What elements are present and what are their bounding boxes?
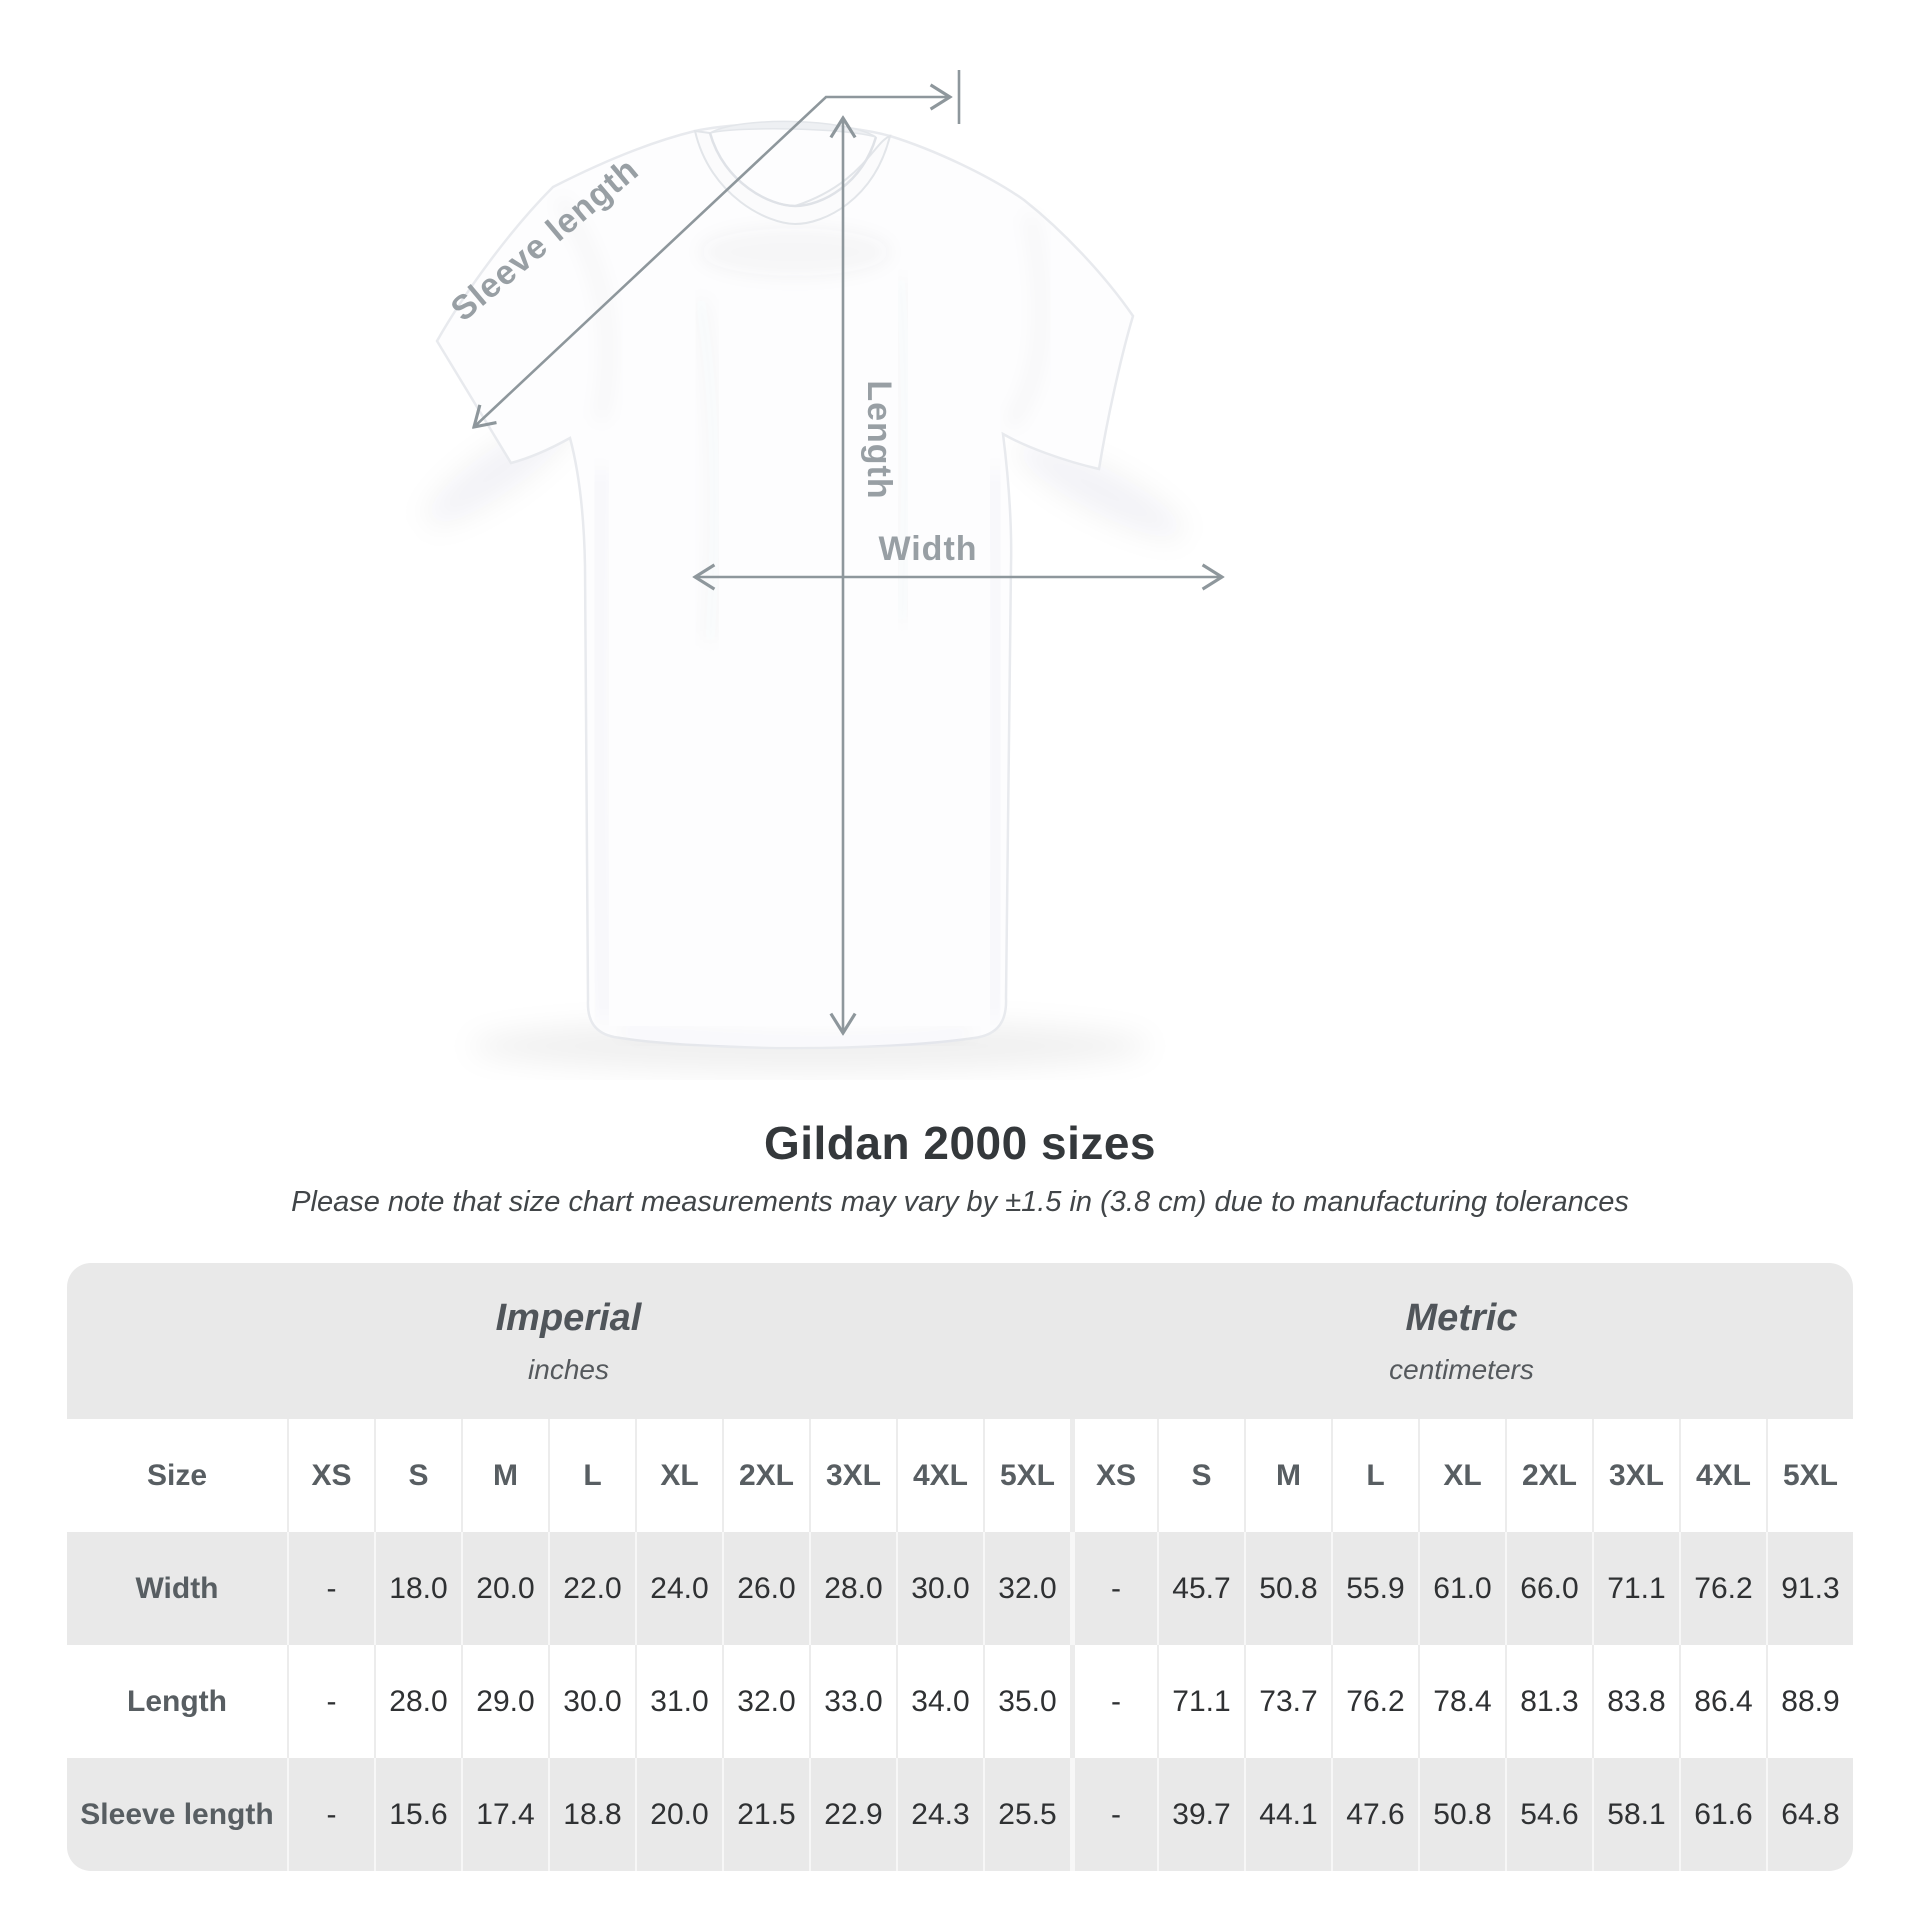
metric-size-header-4xl: 4XL	[1679, 1419, 1766, 1532]
imperial-value-cell: 24.3	[896, 1758, 983, 1871]
imperial-value-cell: 35.0	[983, 1645, 1070, 1758]
metric-value-cell: 73.7	[1244, 1645, 1331, 1758]
imperial-size-header-4xl: 4XL	[896, 1419, 983, 1532]
imperial-value-cell: 15.6	[374, 1758, 461, 1871]
imperial-size-header-m: M	[461, 1419, 548, 1532]
measurement-row-length: Length -28.0 29.0 30.0 31.0 32.0 33.0 34.0 35.0-…	[67, 1645, 1853, 1758]
metric-value-cell: 88.9	[1766, 1645, 1853, 1758]
unit-header-band: Imperial inches Metric centimeters	[67, 1263, 1853, 1419]
imperial-size-header-2xl: 2XL	[722, 1419, 809, 1532]
imperial-value-cell: 30.0	[548, 1645, 635, 1758]
imperial-value-cell: 32.0	[983, 1532, 1070, 1645]
row-label: Width	[135, 1571, 219, 1605]
page-title: Gildan 2000 sizes	[763, 1117, 1157, 1169]
page-subtitle: Please note that size chart measurements…	[291, 1186, 1629, 1218]
metric-value-cell: 55.9	[1331, 1532, 1418, 1645]
imperial-size-header-l: L	[548, 1419, 635, 1532]
metric-size-header-3xl: 3XL	[1592, 1419, 1679, 1532]
imperial-value-cell: 32.0	[722, 1645, 809, 1758]
metric-size-header-2xl: 2XL	[1505, 1419, 1592, 1532]
imperial-value-cell: 17.4	[461, 1758, 548, 1871]
imperial-value-cell: 18.8	[548, 1758, 635, 1871]
metric-value-cell: 58.1	[1592, 1758, 1679, 1871]
metric-value-cell: 61.6	[1679, 1758, 1766, 1871]
metric-value-cell: 50.8	[1418, 1758, 1505, 1871]
metric-size-header-5xl: 5XL	[1766, 1419, 1853, 1532]
imperial-size-header-5xl: 5XL	[983, 1419, 1070, 1532]
imperial-size-header-xl: XL	[635, 1419, 722, 1532]
imperial-value-cell: 29.0	[461, 1645, 548, 1758]
imperial-value-cell: 26.0	[722, 1532, 809, 1645]
metric-value-cell: 61.0	[1418, 1532, 1505, 1645]
metric-value-cell: 66.0	[1505, 1532, 1592, 1645]
metric-value-cell: -	[1070, 1645, 1157, 1758]
imperial-value-cell: 24.0	[635, 1532, 722, 1645]
metric-value-cell: 76.2	[1331, 1645, 1418, 1758]
metric-value-cell: 47.6	[1331, 1758, 1418, 1871]
metric-size-header-m: M	[1244, 1419, 1331, 1532]
imperial-value-cell: 33.0	[809, 1645, 896, 1758]
metric-value-cell: 91.3	[1766, 1532, 1853, 1645]
row-label: Length	[127, 1684, 227, 1718]
imperial-value-cell: 22.9	[809, 1758, 896, 1871]
imperial-size-header-3xl: 3XL	[809, 1419, 896, 1532]
imperial-value-cell: 21.5	[722, 1758, 809, 1871]
width-label: Width	[878, 530, 977, 568]
metric-unit: centimeters	[1389, 1353, 1534, 1385]
metric-value-cell: 44.1	[1244, 1758, 1331, 1871]
metric-value-cell: 78.4	[1418, 1645, 1505, 1758]
sleeve-length-arrow	[474, 97, 950, 427]
metric-value-cell: 86.4	[1679, 1645, 1766, 1758]
imperial-size-header-s: S	[374, 1419, 461, 1532]
imperial-value-cell: -	[287, 1645, 374, 1758]
imperial-value-cell: 22.0	[548, 1532, 635, 1645]
size-chart-table: Imperial inches Metric centimeters Size X…	[67, 1263, 1853, 1871]
metric-value-cell: 50.8	[1244, 1532, 1331, 1645]
imperial-size-header-xs: XS	[287, 1419, 374, 1532]
imperial-value-cell: 18.0	[374, 1532, 461, 1645]
imperial-unit: inches	[528, 1353, 609, 1385]
tshirt-illustration: Sleeve length Length Width	[425, 70, 1920, 1072]
metric-size-header-s: S	[1157, 1419, 1244, 1532]
metric-value-cell: 64.8	[1766, 1758, 1853, 1871]
metric-value-cell: 83.8	[1592, 1645, 1679, 1758]
metric-value-cell: 39.7	[1157, 1758, 1244, 1871]
metric-size-header-xs: XS	[1070, 1419, 1157, 1532]
metric-value-cell: 45.7	[1157, 1532, 1244, 1645]
imperial-value-cell: 28.0	[374, 1645, 461, 1758]
length-label: Length	[860, 380, 898, 499]
imperial-title: Imperial	[495, 1296, 642, 1339]
imperial-value-cell: -	[287, 1758, 374, 1871]
imperial-value-cell: 30.0	[896, 1532, 983, 1645]
imperial-value-cell: 28.0	[809, 1532, 896, 1645]
metric-size-header-xl: XL	[1418, 1419, 1505, 1532]
metric-value-cell: 54.6	[1505, 1758, 1592, 1871]
measurement-annotations	[474, 70, 1222, 1033]
row-label: Sleeve length	[80, 1797, 274, 1831]
imperial-header: Imperial inches	[67, 1263, 1070, 1419]
tshirt-measurement-diagram: Sleeve length Length Width	[425, 70, 1920, 1072]
metric-header: Metric centimeters	[1070, 1263, 1853, 1419]
metric-title: Metric	[1405, 1296, 1518, 1339]
imperial-value-cell: 25.5	[983, 1758, 1070, 1871]
size-grid: Size XS S M L XL 2XL 3XL 4XL 5XL XS S M L XL 2XL 3XL 4XL 5…	[67, 1419, 1853, 1871]
measurement-row-sleeve-length: Sleeve length -15.6 17.4 18.8 20.0 21.5 22.9 24…	[67, 1758, 1853, 1871]
measurement-row-width: Width -18.0 20.0 22.0 24.0 26.0 28.0 30.0 32.0-4…	[67, 1532, 1853, 1645]
imperial-value-cell: 20.0	[461, 1532, 548, 1645]
imperial-value-cell: 20.0	[635, 1758, 722, 1871]
imperial-value-cell: -	[287, 1532, 374, 1645]
imperial-value-cell: 34.0	[896, 1645, 983, 1758]
imperial-value-cell: 31.0	[635, 1645, 722, 1758]
metric-value-cell: -	[1070, 1532, 1157, 1645]
size-column-header: Size	[146, 1458, 208, 1492]
metric-value-cell: -	[1070, 1758, 1157, 1871]
metric-value-cell: 71.1	[1592, 1532, 1679, 1645]
size-header-row: Size XS S M L XL 2XL 3XL 4XL 5XL XS S M L XL 2XL 3XL 4XL 5…	[67, 1419, 1853, 1532]
metric-size-header-l: L	[1331, 1419, 1418, 1532]
metric-value-cell: 71.1	[1157, 1645, 1244, 1758]
metric-value-cell: 76.2	[1679, 1532, 1766, 1645]
metric-value-cell: 81.3	[1505, 1645, 1592, 1758]
